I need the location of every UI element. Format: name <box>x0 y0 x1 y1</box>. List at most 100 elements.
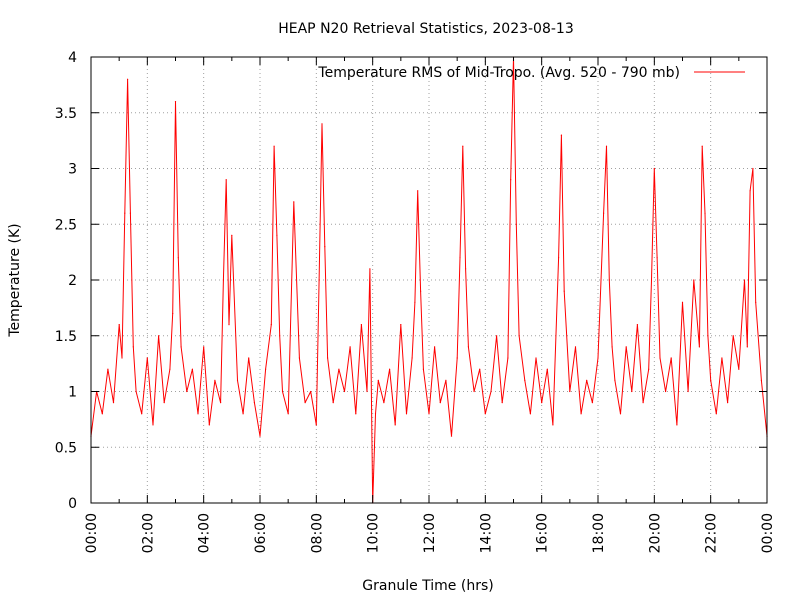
data-point <box>101 413 103 415</box>
data-point <box>343 390 346 393</box>
data-point <box>501 402 503 404</box>
data-point <box>422 368 424 370</box>
data-point <box>208 424 210 426</box>
data-point <box>186 390 188 393</box>
data-point <box>112 402 115 404</box>
data-point <box>710 379 712 381</box>
data-point <box>687 390 689 393</box>
grid <box>91 57 767 503</box>
data-point <box>445 379 447 381</box>
data-point <box>127 78 129 80</box>
y-tick-label: 1.5 <box>55 329 77 345</box>
y-tick-label: 3.5 <box>55 106 77 122</box>
data-point <box>752 167 754 170</box>
data-point <box>214 379 216 381</box>
data-point <box>129 212 131 214</box>
x-tick-label: 10:00 <box>366 513 382 553</box>
x-tick-label: 08:00 <box>309 513 325 553</box>
data-point <box>727 402 729 404</box>
series-layer <box>90 56 768 504</box>
data-point <box>465 268 467 270</box>
data-point <box>755 301 757 303</box>
data-point <box>558 257 560 259</box>
data-point <box>518 335 520 337</box>
y-tick-label: 3 <box>68 162 77 178</box>
data-point <box>417 190 419 192</box>
x-tick-label: 00:00 <box>760 513 776 553</box>
data-point <box>366 390 368 393</box>
y-tick-label: 0.5 <box>55 440 77 456</box>
data-point <box>420 290 422 292</box>
data-point <box>141 413 143 415</box>
data-point <box>318 279 320 281</box>
data-point <box>496 335 498 337</box>
data-point <box>653 167 655 170</box>
data-point <box>355 413 357 415</box>
data-point <box>749 190 751 192</box>
data-point <box>242 413 244 415</box>
data-point <box>228 324 230 326</box>
data-point <box>135 390 137 393</box>
data-point <box>400 324 402 326</box>
data-point <box>546 368 548 370</box>
data-point <box>273 145 275 147</box>
data-point <box>459 257 461 259</box>
data-point <box>163 402 165 404</box>
data-point <box>586 379 588 381</box>
data-point <box>225 179 227 181</box>
data-point <box>563 290 565 292</box>
data-point <box>535 357 537 359</box>
data-point <box>665 390 667 393</box>
legend-label: Temperature RMS of Mid-Tropo. (Avg. 520 … <box>317 65 680 81</box>
data-point <box>265 368 267 370</box>
data-point <box>360 324 362 326</box>
plot-area-frame <box>90 56 768 504</box>
data-point <box>428 413 430 415</box>
data-point <box>293 201 295 203</box>
data-point <box>434 346 436 348</box>
legend: Temperature RMS of Mid-Tropo. (Avg. 520 … <box>317 65 745 81</box>
data-point <box>332 402 334 404</box>
data-point <box>338 368 340 370</box>
x-tick-label: 12:00 <box>422 513 438 553</box>
data-point <box>124 212 126 214</box>
x-tick-label: 22:00 <box>704 513 720 553</box>
data-point <box>569 390 571 393</box>
data-point <box>259 435 261 437</box>
data-point <box>681 301 684 303</box>
x-tick-label: 20:00 <box>647 513 663 553</box>
data-point <box>270 324 272 326</box>
data-point <box>279 335 281 337</box>
y-tick-label: 2 <box>68 273 77 289</box>
data-point <box>411 357 413 359</box>
data-point <box>541 402 543 404</box>
data-point <box>276 234 278 236</box>
data-point <box>405 413 408 415</box>
x-tick-label: 04:00 <box>197 513 213 553</box>
data-point <box>132 346 134 348</box>
data-point <box>732 335 734 337</box>
data-point <box>152 424 154 426</box>
data-point <box>310 390 312 393</box>
data-point <box>560 134 563 136</box>
data-point <box>191 368 193 370</box>
y-tick-labels: 0 0.5 1 1.5 2 2.5 3 3.5 4 <box>55 50 77 512</box>
series-line <box>90 56 768 504</box>
data-point <box>591 402 594 404</box>
data-point <box>298 357 300 359</box>
x-tick-labels: 00:00 02:00 04:00 06:00 08:00 10:00 12:00 14:00… <box>84 513 776 553</box>
data-point <box>760 379 763 381</box>
data-point <box>248 357 250 359</box>
data-point <box>698 346 701 348</box>
data-point <box>510 179 512 181</box>
x-axis-label: Granule Time (hrs) <box>362 578 493 594</box>
data-point <box>490 390 492 393</box>
data-point <box>642 402 644 404</box>
data-point <box>222 279 224 281</box>
data-point <box>715 413 717 415</box>
data-point <box>177 257 179 259</box>
data-point <box>439 402 441 404</box>
data-point <box>631 390 633 393</box>
data-point <box>394 424 396 426</box>
